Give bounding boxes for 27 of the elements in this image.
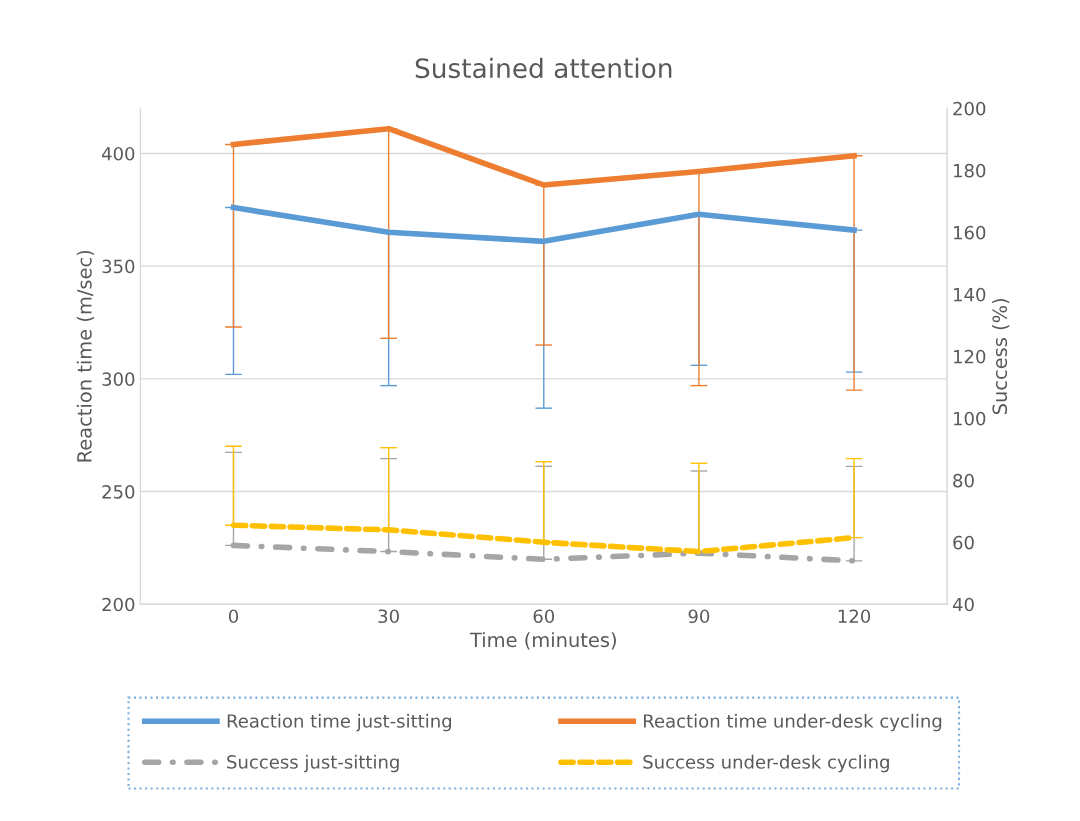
y2-tick-label: 160: [954, 225, 986, 240]
legend-label: Reaction time just-sitting: [227, 713, 452, 732]
y-tick-label: 200: [102, 597, 135, 612]
y-tick-label: 250: [102, 485, 135, 499]
y-tick-label: 350: [102, 259, 135, 274]
y-axis-title: Reaction time (m/sec): [76, 250, 95, 462]
y2-tick-label: 60: [953, 535, 974, 550]
x-tick-label: 30: [378, 609, 399, 624]
chart-title: Sustained attention: [415, 57, 672, 79]
x-tick-label: 60: [533, 609, 555, 624]
x-tick-label: 90: [688, 609, 710, 624]
y2-tick-label: 140: [954, 287, 986, 302]
legend-label: Success under-desk cycling: [643, 754, 889, 773]
y2-axis-title: Success (%): [992, 298, 1010, 415]
legend-label: Reaction time under-desk cycling: [644, 713, 942, 732]
y2-tick-label: 100: [954, 411, 986, 426]
y2-tick-label: 200: [953, 101, 986, 116]
y-tick-label: 300: [102, 372, 135, 386]
y2-tick-label: 180: [954, 163, 986, 178]
y2-tick-label: 40: [952, 597, 974, 612]
y-tick-label: 400: [101, 146, 135, 161]
y2-tick-label: 120: [954, 349, 986, 364]
y2-tick-label: 80: [953, 473, 974, 488]
legend-label: Success just-sitting: [227, 754, 399, 773]
x-axis-title: Time (minutes): [469, 632, 616, 650]
x-tick-label: 0: [228, 609, 239, 624]
x-tick-label: 120: [838, 609, 871, 624]
